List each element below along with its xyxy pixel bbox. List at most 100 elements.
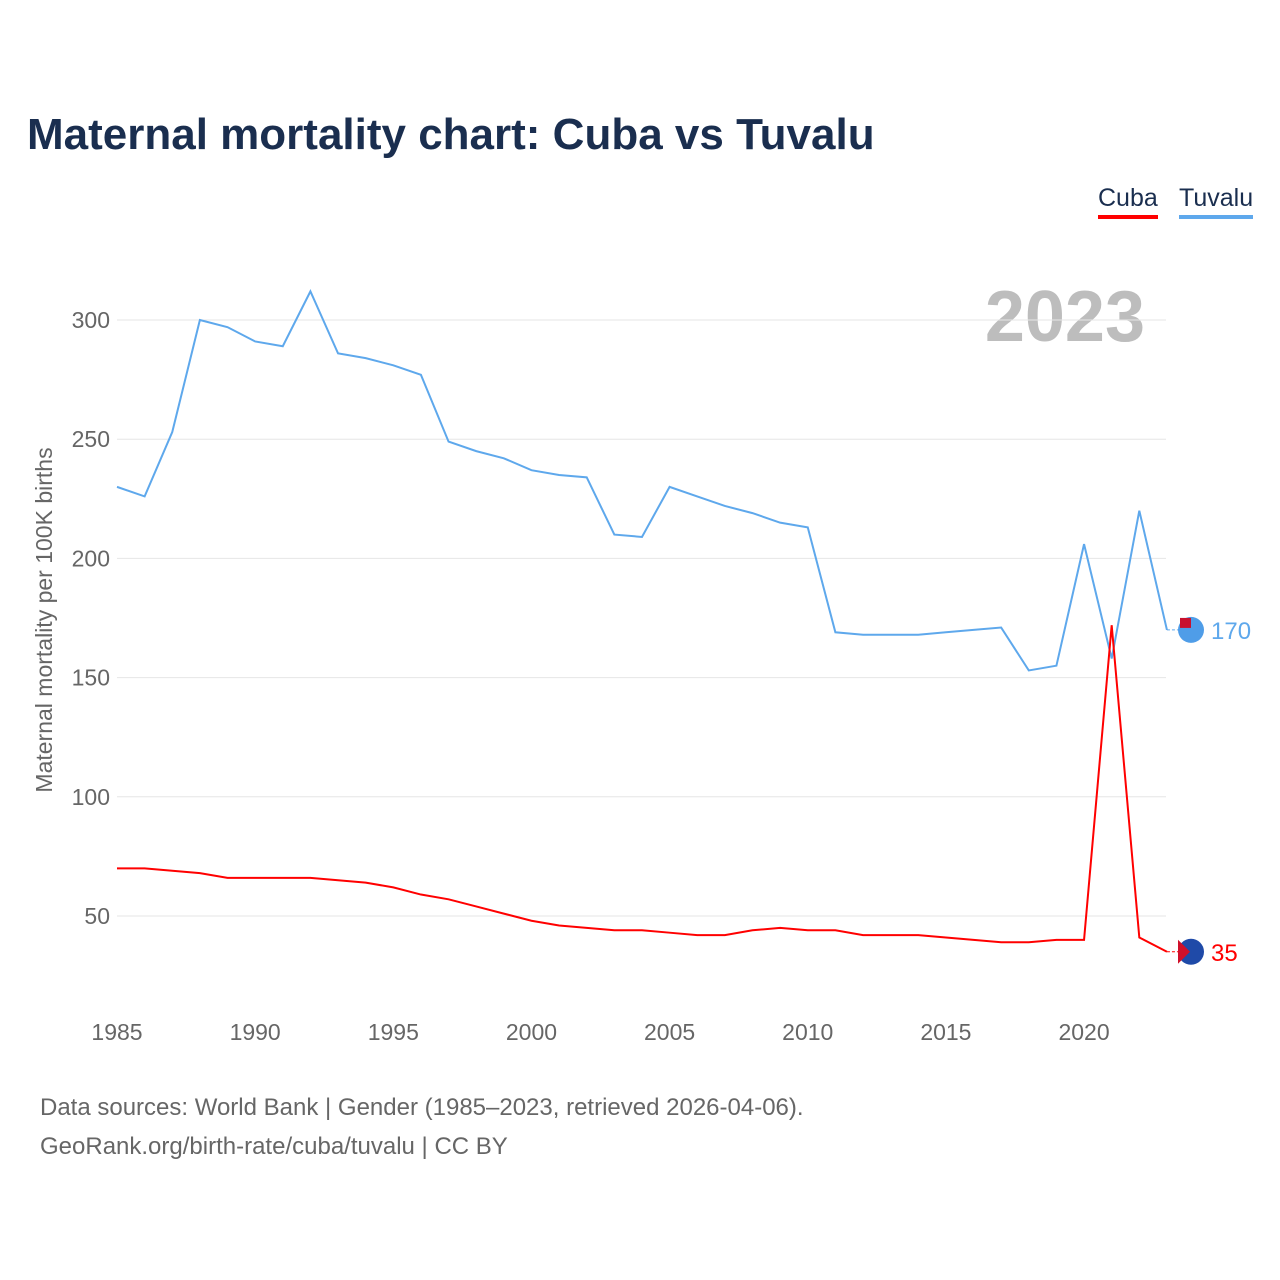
data-point[interactable] — [197, 317, 203, 323]
data-point[interactable] — [722, 503, 728, 509]
data-point[interactable] — [639, 534, 645, 540]
data-point[interactable] — [390, 884, 396, 890]
data-point[interactable] — [1136, 934, 1142, 940]
data-point[interactable] — [197, 870, 203, 876]
data-point[interactable] — [584, 474, 590, 480]
x-tick-label: 1990 — [230, 1019, 281, 1045]
data-point[interactable] — [639, 927, 645, 933]
data-point[interactable] — [390, 362, 396, 368]
data-point[interactable] — [667, 930, 673, 936]
data-point[interactable] — [971, 627, 977, 633]
data-point[interactable] — [943, 934, 949, 940]
data-point[interactable] — [888, 632, 894, 638]
data-point[interactable] — [915, 632, 921, 638]
data-point[interactable] — [446, 896, 452, 902]
data-point[interactable] — [998, 625, 1004, 631]
data-point[interactable] — [169, 868, 175, 874]
data-point[interactable] — [694, 932, 700, 938]
data-point[interactable] — [307, 875, 313, 881]
data-point[interactable] — [777, 520, 783, 526]
data-point[interactable] — [722, 932, 728, 938]
data-point[interactable] — [114, 865, 120, 871]
data-point[interactable] — [805, 927, 811, 933]
flag-icon-cuba — [1178, 938, 1204, 965]
source-line-2[interactable]: GeoRank.org/birth-rate/cuba/tuvalu | CC … — [40, 1133, 508, 1160]
data-point[interactable] — [501, 455, 507, 461]
data-point[interactable] — [805, 524, 811, 530]
y-tick-label: 150 — [72, 665, 110, 691]
data-point[interactable] — [114, 484, 120, 490]
data-point[interactable] — [335, 877, 341, 883]
x-tick-label: 2015 — [920, 1019, 971, 1045]
x-tick-label: 1995 — [368, 1019, 419, 1045]
y-tick-label: 100 — [72, 784, 110, 810]
data-point[interactable] — [832, 629, 838, 635]
data-point[interactable] — [971, 937, 977, 943]
data-point[interactable] — [1053, 937, 1059, 943]
data-point[interactable] — [225, 875, 231, 881]
data-point[interactable] — [667, 484, 673, 490]
data-point[interactable] — [252, 875, 258, 881]
data-point[interactable] — [252, 338, 258, 344]
data-point[interactable] — [363, 880, 369, 886]
flag-canton — [1180, 617, 1191, 628]
data-point[interactable] — [169, 429, 175, 435]
end-value-label: 170 — [1211, 618, 1251, 645]
x-tick-label: 2020 — [1058, 1019, 1109, 1045]
data-point[interactable] — [915, 932, 921, 938]
data-point[interactable] — [998, 939, 1004, 945]
data-point[interactable] — [418, 372, 424, 378]
data-point[interactable] — [832, 927, 838, 933]
data-point[interactable] — [556, 472, 562, 478]
data-point[interactable] — [335, 350, 341, 356]
data-point[interactable] — [556, 923, 562, 929]
chart-title: Maternal mortality chart: Cuba vs Tuvalu — [27, 110, 875, 159]
data-point[interactable] — [363, 355, 369, 361]
data-point[interactable] — [611, 532, 617, 538]
data-point[interactable] — [694, 493, 700, 499]
data-point[interactable] — [584, 925, 590, 931]
data-point[interactable] — [418, 892, 424, 898]
data-point[interactable] — [1136, 508, 1142, 514]
data-point[interactable] — [1109, 622, 1115, 628]
data-point[interactable] — [1053, 663, 1059, 669]
data-point[interactable] — [528, 467, 534, 473]
data-point[interactable] — [611, 927, 617, 933]
legend-tuvalu[interactable]: Tuvalu — [1179, 184, 1254, 219]
x-tick-label: 2010 — [782, 1019, 833, 1045]
data-point[interactable] — [142, 865, 148, 871]
x-tick-label: 2005 — [644, 1019, 695, 1045]
data-point[interactable] — [446, 439, 452, 445]
y-tick-label: 200 — [72, 545, 110, 571]
data-point[interactable] — [473, 448, 479, 454]
data-point[interactable] — [888, 932, 894, 938]
data-point[interactable] — [749, 927, 755, 933]
data-point[interactable] — [1081, 937, 1087, 943]
data-point[interactable] — [473, 903, 479, 909]
data-point[interactable] — [943, 629, 949, 635]
source-note: Data sources: World Bank | Gender (1985–… — [40, 1088, 804, 1166]
y-axis-label: Maternal mortality per 100K births — [31, 447, 57, 792]
series-line-cuba — [117, 625, 1168, 953]
data-point[interactable] — [142, 493, 148, 499]
data-point[interactable] — [307, 288, 313, 294]
series-line-tuvalu — [116, 289, 1168, 672]
data-point[interactable] — [860, 932, 866, 938]
data-point[interactable] — [528, 918, 534, 924]
legend-cuba[interactable]: Cuba — [1098, 184, 1158, 219]
data-point[interactable] — [1081, 541, 1087, 547]
source-line-1: Data sources: World Bank | Gender (1985–… — [40, 1094, 804, 1121]
y-tick-label: 250 — [72, 426, 110, 452]
data-point[interactable] — [1026, 939, 1032, 945]
data-point[interactable] — [280, 875, 286, 881]
data-point[interactable] — [225, 324, 231, 330]
data-point[interactable] — [280, 343, 286, 349]
data-point[interactable] — [777, 925, 783, 931]
year-label: 2023 — [985, 277, 1145, 357]
data-point[interactable] — [501, 911, 507, 917]
data-point[interactable] — [1026, 667, 1032, 673]
y-tick-label: 50 — [84, 903, 110, 929]
data-point[interactable] — [860, 632, 866, 638]
data-point[interactable] — [749, 510, 755, 516]
